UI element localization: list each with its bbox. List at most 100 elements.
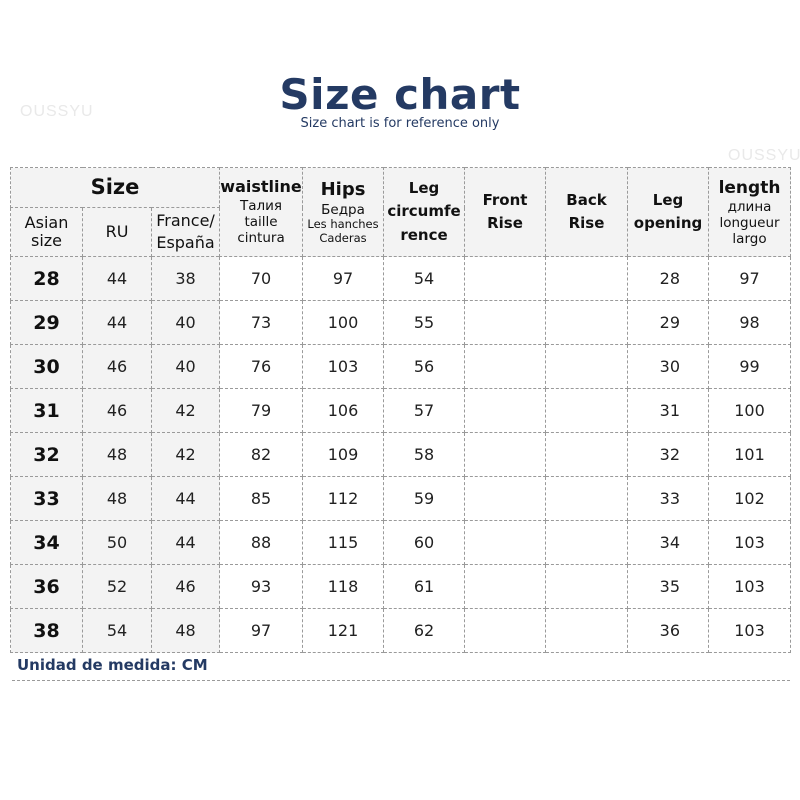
- header-asian-size: Asian size: [10, 207, 83, 257]
- cell-length: 100: [708, 388, 792, 433]
- header-sublabel: Caderas: [319, 230, 367, 245]
- cell-asian: 34: [10, 520, 83, 565]
- cell-leg: 57: [383, 388, 466, 433]
- cell-waist: 70: [219, 256, 304, 301]
- cell-front: [464, 388, 547, 433]
- cell-hips: 112: [302, 476, 385, 521]
- cell-length: 97: [708, 256, 792, 301]
- cell-length: 103: [708, 608, 792, 653]
- cell-hips: 97: [302, 256, 385, 301]
- cell-opening: 33: [627, 476, 710, 521]
- header-label: length: [718, 177, 781, 198]
- cell-waist: 79: [219, 388, 304, 433]
- cell-waist: 85: [219, 476, 304, 521]
- cell-back: [545, 256, 629, 301]
- header-ru: RU: [82, 207, 152, 257]
- cell-hips: 121: [302, 608, 385, 653]
- cell-waist: 88: [219, 520, 304, 565]
- table-row: 28 44 38 70 97 54 28 97: [10, 256, 792, 301]
- watermark: OUSSYU: [20, 103, 94, 120]
- cell-hips: 106: [302, 388, 385, 433]
- cell-back: [545, 608, 629, 653]
- cell-front: [464, 520, 547, 565]
- cell-waist: 73: [219, 300, 304, 345]
- cell-waist: 93: [219, 564, 304, 609]
- cell-opening: 32: [627, 432, 710, 477]
- cell-back: [545, 564, 629, 609]
- header-front-rise: Front Rise: [464, 167, 547, 257]
- header-length: length длина longueur largo: [708, 167, 792, 257]
- cell-asian: 38: [10, 608, 83, 653]
- cell-opening: 28: [627, 256, 710, 301]
- cell-opening: 34: [627, 520, 710, 565]
- cell-back: [545, 432, 629, 477]
- cell-length: 101: [708, 432, 792, 477]
- header-hips: Hips Бедра Les hanches Caderas: [302, 167, 385, 257]
- cell-back: [545, 300, 629, 345]
- table-row: 32 48 42 82 109 58 32 101: [10, 432, 792, 477]
- cell-front: [464, 608, 547, 653]
- header-sublabel: Талия: [239, 198, 283, 215]
- unit-note: Unidad de medida: CM: [17, 656, 208, 674]
- size-chart-table: Size waistline Талия taille cintura Hips…: [9, 167, 792, 653]
- header-sublabel: taille: [244, 214, 278, 231]
- cell-leg: 55: [383, 300, 466, 345]
- header-label: Hips: [320, 179, 366, 201]
- header-sublabel: longueur: [719, 214, 780, 231]
- cell-asian: 36: [10, 564, 83, 609]
- header-sublabel: Бедра: [321, 201, 365, 218]
- cell-opening: 30: [627, 344, 710, 389]
- header-sublabel: cintura: [237, 230, 285, 247]
- cell-leg: 56: [383, 344, 466, 389]
- cell-ru: 46: [82, 344, 152, 389]
- cell-leg: 60: [383, 520, 466, 565]
- cell-asian: 28: [10, 256, 83, 301]
- cell-front: [464, 564, 547, 609]
- cell-ru: 48: [82, 432, 152, 477]
- cell-hips: 118: [302, 564, 385, 609]
- cell-ru: 44: [82, 256, 152, 301]
- cell-ru: 52: [82, 564, 152, 609]
- cell-ru: 46: [82, 388, 152, 433]
- cell-back: [545, 388, 629, 433]
- cell-fr: 44: [150, 520, 221, 565]
- table-row: 36 52 46 93 118 61 35 103: [10, 564, 792, 609]
- header-sublabel: длина: [727, 198, 772, 215]
- watermark: OUSSYU: [728, 147, 800, 164]
- cell-asian: 31: [10, 388, 83, 433]
- cell-asian: 29: [10, 300, 83, 345]
- cell-hips: 100: [302, 300, 385, 345]
- header-sublabel: Les hanches: [307, 216, 379, 231]
- cell-length: 102: [708, 476, 792, 521]
- header-label: waistline: [220, 177, 302, 197]
- cell-waist: 76: [219, 344, 304, 389]
- cell-hips: 109: [302, 432, 385, 477]
- cell-asian: 33: [10, 476, 83, 521]
- cell-leg: 58: [383, 432, 466, 477]
- header-leg-circumference: Leg circumfe rence: [383, 167, 466, 257]
- header-leg-opening: Leg opening: [627, 167, 710, 257]
- cell-front: [464, 256, 547, 301]
- cell-opening: 31: [627, 388, 710, 433]
- cell-front: [464, 476, 547, 521]
- cell-fr: 42: [150, 388, 221, 433]
- table-row: 38 54 48 97 121 62 36 103: [10, 608, 792, 653]
- cell-front: [464, 344, 547, 389]
- cell-back: [545, 344, 629, 389]
- cell-leg: 62: [383, 608, 466, 653]
- table-row: 34 50 44 88 115 60 34 103: [10, 520, 792, 565]
- cell-fr: 46: [150, 564, 221, 609]
- table-row: 29 44 40 73 100 55 29 98: [10, 300, 792, 345]
- cell-fr: 42: [150, 432, 221, 477]
- cell-leg: 54: [383, 256, 466, 301]
- cell-fr: 48: [150, 608, 221, 653]
- cell-opening: 35: [627, 564, 710, 609]
- cell-waist: 97: [219, 608, 304, 653]
- cell-length: 103: [708, 520, 792, 565]
- cell-fr: 44: [150, 476, 221, 521]
- cell-ru: 44: [82, 300, 152, 345]
- header-france-espana: France/ España: [150, 207, 221, 257]
- cell-front: [464, 432, 547, 477]
- header-size: Size: [9, 167, 221, 208]
- cell-hips: 103: [302, 344, 385, 389]
